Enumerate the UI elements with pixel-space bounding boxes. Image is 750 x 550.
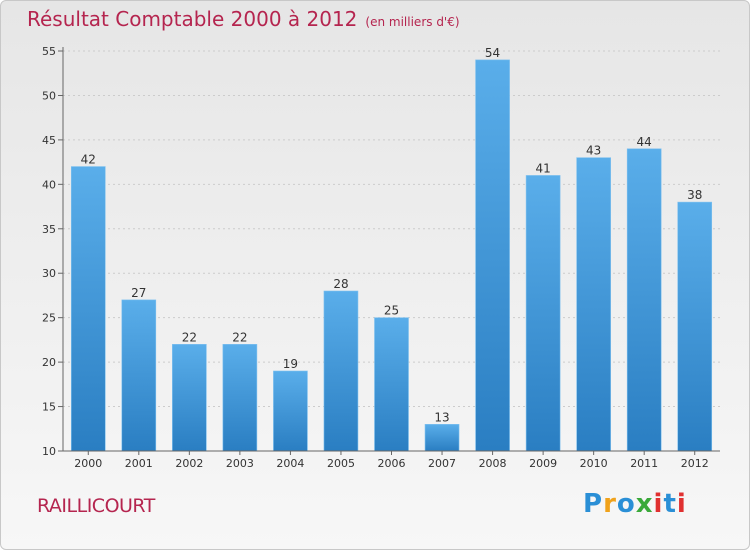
bar-value-label: 43: [586, 144, 601, 158]
x-tick-label: 2006: [378, 457, 406, 470]
x-tick-label: 2001: [125, 457, 153, 470]
x-tick-label: 2003: [226, 457, 254, 470]
bar-value-label: 38: [687, 188, 702, 202]
y-tick-label: 50: [42, 89, 56, 102]
chart-unit: (en milliers d'€): [365, 15, 460, 29]
x-tick-label: 2012: [681, 457, 709, 470]
logo-letter: i: [653, 489, 664, 519]
bar: [677, 201, 713, 452]
y-tick-label: 40: [42, 178, 56, 191]
bar-value-label: 22: [232, 330, 247, 344]
bar: [323, 290, 359, 452]
x-tick-label: 2004: [276, 457, 304, 470]
bar: [70, 166, 106, 452]
x-tick-label: 2009: [529, 457, 557, 470]
logo-letter: i: [676, 489, 687, 519]
bar: [475, 59, 510, 452]
y-tick-label: 55: [42, 45, 56, 58]
proxiti-logo: Proxiti: [583, 489, 687, 519]
bar-value-label: 27: [131, 286, 146, 300]
chart-title-text: Résultat Comptable 2000 à 2012: [27, 7, 358, 31]
bar: [222, 344, 258, 452]
logo-letter: t: [663, 489, 677, 519]
bar-value-label: 25: [384, 304, 399, 318]
axis-layer: 10 15 20 25 30 35 40 45 50 55 2000 2001 2002 2003 2004…: [42, 45, 720, 470]
logo-letter: P: [583, 489, 604, 519]
y-tick-label: 20: [42, 356, 56, 369]
y-tick-label: 35: [42, 223, 56, 236]
bar-value-label: 28: [333, 277, 348, 291]
bar-value-label: 19: [283, 357, 298, 371]
x-tick-label: 2008: [479, 457, 507, 470]
bar: [374, 317, 409, 452]
x-tick-label: 2011: [630, 457, 658, 470]
y-tick-label: 15: [42, 401, 56, 414]
bars-layer: 42 27 22 22 19 28 25 13 54 41 43 44 38: [70, 46, 713, 452]
logo-letter: x: [635, 489, 654, 519]
bar: [525, 175, 561, 452]
y-tick-label: 10: [42, 445, 56, 458]
bar: [576, 157, 611, 452]
bar: [121, 299, 157, 452]
bar-value-label: 44: [637, 135, 652, 149]
bar-value-label: 41: [535, 161, 550, 175]
logo-letter: r: [603, 489, 617, 519]
x-tick-label: 2002: [175, 457, 203, 470]
bar-value-label: 22: [182, 330, 197, 344]
y-tick-label: 30: [42, 267, 56, 280]
y-tick-label: 45: [42, 134, 56, 147]
logo-letter: o: [616, 489, 636, 519]
x-tick-label: 2010: [580, 457, 608, 470]
bar: [424, 424, 460, 452]
x-tick-label: 2007: [428, 457, 456, 470]
bar-value-label: 13: [434, 410, 449, 424]
chart-title: Résultat Comptable 2000 à 2012 (en millie…: [27, 7, 460, 31]
town-name: RAILLICOURT: [37, 495, 155, 517]
x-tick-label: 2000: [74, 457, 102, 470]
y-tick-label: 25: [42, 312, 56, 325]
bar: [172, 344, 207, 452]
x-tick-label: 2005: [327, 457, 355, 470]
bar: [273, 370, 308, 452]
bar-value-label: 54: [485, 46, 500, 60]
bar: [626, 148, 662, 452]
bar-value-label: 42: [81, 153, 96, 167]
